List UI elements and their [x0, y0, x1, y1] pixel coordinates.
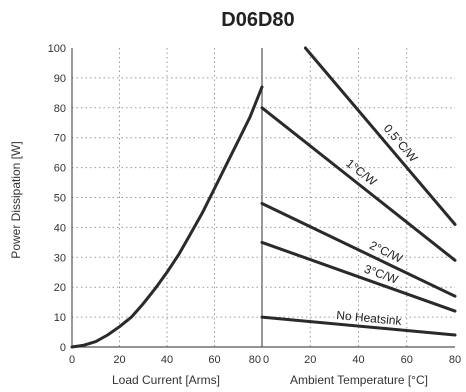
x-axis-ticks: 0 20 40 60 80 0 20 40 60 80 — [69, 354, 461, 366]
y-axis-ticks: 0 10 20 30 40 50 60 70 80 90 100 — [48, 43, 66, 354]
left-x-tick-label: 80 — [249, 354, 261, 366]
series-layer — [70, 46, 457, 349]
y-tick-label: 80 — [54, 103, 66, 115]
y-tick-label: 0 — [60, 342, 66, 354]
series-label: No Heatsink — [336, 308, 403, 328]
derating-line — [260, 106, 457, 262]
plot-frame — [71, 48, 455, 348]
right-x-tick-label: 60 — [401, 354, 413, 366]
right-x-tick-label: 80 — [449, 354, 461, 366]
y-tick-label: 90 — [54, 73, 66, 85]
y-tick-label: 70 — [54, 133, 66, 145]
left-x-tick-label: 60 — [208, 354, 220, 366]
y-tick-label: 20 — [54, 282, 66, 294]
y-tick-label: 30 — [54, 252, 66, 264]
left-x-axis-label: Load Current [Arms] — [112, 373, 220, 387]
grid-layer — [72, 48, 455, 347]
right-x-tick-label: 0 — [263, 354, 269, 366]
right-x-tick-label: 20 — [304, 354, 316, 366]
derating-line — [303, 46, 457, 226]
series-label: 3°C/W — [362, 262, 400, 287]
y-axis-label: Power Dissipation [W] — [9, 141, 23, 258]
derating-line — [260, 240, 457, 313]
left-x-tick-label: 40 — [161, 354, 173, 366]
right-x-tick-label: 40 — [352, 354, 364, 366]
chart-title: D06D80 — [221, 9, 294, 31]
left-x-tick-label: 0 — [69, 354, 75, 366]
left-x-tick-label: 20 — [113, 354, 125, 366]
derating-line — [260, 315, 457, 337]
series-label: 1°C/W — [343, 156, 380, 189]
y-tick-label: 60 — [54, 163, 66, 175]
y-tick-label: 50 — [54, 193, 66, 205]
load-current-curve — [70, 85, 264, 349]
y-tick-label: 10 — [54, 312, 66, 324]
right-x-axis-label: Ambient Temperature [°C] — [290, 373, 428, 387]
y-tick-label: 100 — [48, 43, 66, 55]
derating-line — [260, 202, 457, 298]
y-tick-label: 40 — [54, 222, 66, 234]
